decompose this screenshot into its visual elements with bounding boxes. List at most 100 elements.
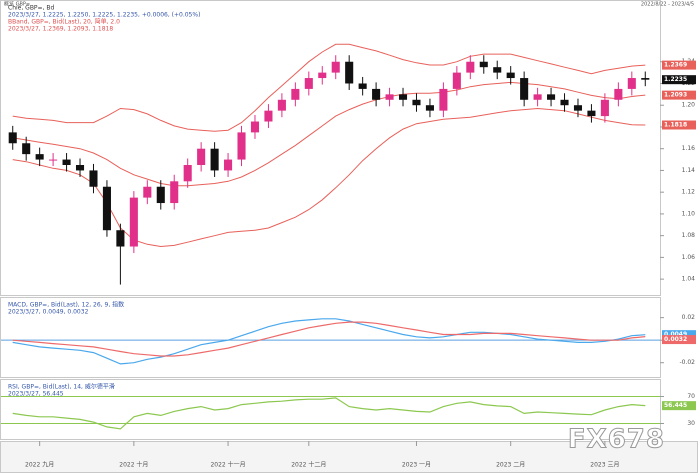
info-line: 2023/3/27, 56.445 [8,391,64,398]
info-line: RSI, GBP=, Bid(Last), 14, 威尔德平滑 [8,383,115,391]
value-box-label: 0.0049 [664,331,687,338]
x-tick-label: 2023 一月 [402,462,431,469]
info-line: Chiê, GBP=, Bd [8,5,55,12]
y-tick-label: 1.14 [682,167,696,174]
value-box [662,401,696,411]
candle-body [102,186,111,231]
price-panel [0,0,661,296]
candle-body [116,230,125,247]
x-tick-label: 2022 十二月 [291,461,326,469]
candle-body [62,159,71,165]
x-tick-label: 2023 三月 [590,462,619,469]
candle-body [520,78,529,100]
y-tick-label: 70 [687,393,695,400]
value-box [662,60,696,70]
candle-body [291,88,300,100]
date-range: 2022/8/22 - 2023/4/5 [641,2,694,8]
y-tick-label: 1.20 [682,102,696,109]
candle-body [143,186,152,198]
candle-body [210,148,219,171]
y-tick-label: 1.16 [682,145,696,152]
candle-body [345,61,354,84]
candle-body [533,94,542,100]
rsi-panel [0,379,661,440]
candle-body [493,67,502,73]
candle-body [573,105,583,111]
candle-body [560,99,569,106]
value-box-label: 0.0032 [664,336,687,343]
y-tick-label: 1.08 [682,232,696,239]
candle-body [641,78,650,80]
candle-body [385,94,394,100]
y-tick-label: 1.06 [682,254,696,261]
candle-body [398,94,408,100]
candle-body [264,110,273,122]
bollinger-band [12,43,646,132]
candle-body [479,61,488,68]
value-box [662,120,696,130]
macd-panel [0,297,661,378]
candle-body [22,143,31,155]
x-tick-label: 2022 九月 [25,461,54,469]
candle-body [49,159,58,161]
info-line: 2023/3/27, 1.2225, 1.2250, 1.2225, 1.223… [8,12,200,19]
x-tick-label: 2022 十月 [119,461,148,469]
date-strip [0,441,698,473]
value-box [662,330,696,340]
candle-body [466,61,475,73]
candle-body [372,88,381,100]
y-tick-label: 30 [687,420,695,427]
value-box-label: 56.445 [664,402,687,409]
info-line: 2023/3/27, 0.0049, 0.0032 [8,309,89,316]
value-box-label: 1.1818 [664,122,687,129]
candle-body [452,72,461,89]
info-line: MACD, GBP=, Bid(Last), 12, 26, 9, 指数 [8,301,124,309]
bollinger-band [12,81,646,187]
candle-body [129,197,138,247]
x-tick-label: 2023 二月 [496,462,525,469]
candle-body [170,181,179,204]
candle-body [89,170,98,187]
value-box [662,90,696,100]
bollinger-band [12,107,646,248]
candle-body [600,99,609,117]
candle-body [197,148,206,165]
candle-body [547,94,556,100]
top-title: 概览 GBP= [4,1,30,8]
candle-body [277,99,286,111]
candle-body [587,110,596,117]
candle-body [425,105,434,111]
indicator-line [12,318,646,365]
value-box-label: 1.2235 [664,76,687,83]
indicator-line [12,321,646,357]
candle-body [75,165,85,171]
y-tick-label: 1.04 [682,276,696,283]
watermark: FX678 [568,425,665,455]
value-box-label: 1.2369 [664,62,687,69]
candle-body [224,159,233,171]
candle-body [412,99,421,106]
candle-body [8,132,17,144]
indicator-line [12,397,646,430]
candle-body [439,88,448,111]
x-tick-label: 2022 十一月 [210,461,245,469]
y-tick-label: 0.02 [682,314,696,321]
candle-body [506,72,515,79]
y-tick-label: 1.12 [682,189,696,196]
candle-body [331,61,340,73]
candle-body [358,83,367,89]
candle-body [183,165,192,182]
y-tick-label: 1.10 [682,210,696,217]
candle-body [250,121,260,133]
info-line: BBand, GBP=, Bid(Last), 20, 简单, 2.0 [8,18,120,26]
candle-body [304,78,313,89]
value-box [662,75,696,85]
candle-body [35,154,44,160]
candle-body [318,72,327,79]
info-line: 2023/3/27, 1.2369, 1.2093, 1.1818 [8,26,113,33]
value-box-label: 1.2093 [664,92,687,99]
candle-body [156,186,165,204]
candle-body [614,88,623,100]
candle-body [237,132,246,160]
